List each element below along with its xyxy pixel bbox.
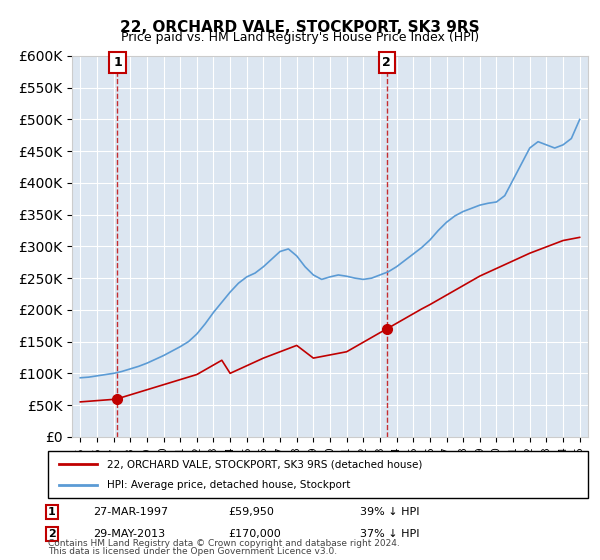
Text: Contains HM Land Registry data © Crown copyright and database right 2024.: Contains HM Land Registry data © Crown c…: [48, 539, 400, 548]
Text: £170,000: £170,000: [228, 529, 281, 539]
Text: 29-MAY-2013: 29-MAY-2013: [93, 529, 165, 539]
Text: 22, ORCHARD VALE, STOCKPORT, SK3 9RS: 22, ORCHARD VALE, STOCKPORT, SK3 9RS: [120, 20, 480, 35]
Text: £59,950: £59,950: [228, 507, 274, 517]
Text: 2: 2: [48, 529, 56, 539]
Text: 39% ↓ HPI: 39% ↓ HPI: [360, 507, 419, 517]
Text: 22, ORCHARD VALE, STOCKPORT, SK3 9RS (detached house): 22, ORCHARD VALE, STOCKPORT, SK3 9RS (de…: [107, 459, 423, 469]
Text: 1: 1: [113, 56, 122, 69]
FancyBboxPatch shape: [48, 451, 588, 498]
Text: 1: 1: [48, 507, 56, 517]
Text: Price paid vs. HM Land Registry's House Price Index (HPI): Price paid vs. HM Land Registry's House …: [121, 31, 479, 44]
Text: HPI: Average price, detached house, Stockport: HPI: Average price, detached house, Stoc…: [107, 480, 351, 490]
Text: This data is licensed under the Open Government Licence v3.0.: This data is licensed under the Open Gov…: [48, 547, 337, 556]
Text: 2: 2: [382, 56, 391, 69]
Text: 27-MAR-1997: 27-MAR-1997: [93, 507, 168, 517]
Text: 37% ↓ HPI: 37% ↓ HPI: [360, 529, 419, 539]
